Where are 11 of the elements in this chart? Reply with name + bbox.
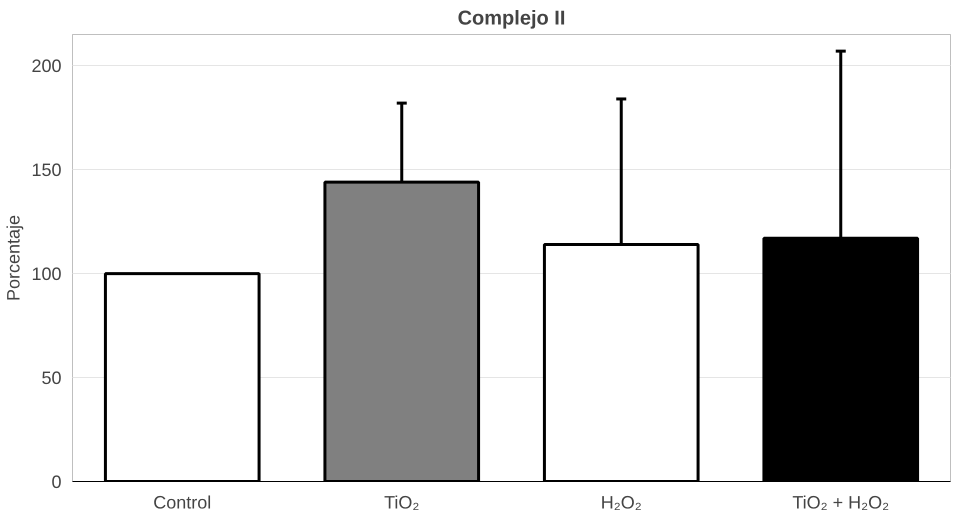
y-tick-label: 0 [51,472,62,492]
y-axis-title: Porcentaje [3,214,24,302]
y-tick-label: 200 [31,56,62,76]
x-tick-label: Control [153,492,212,512]
x-tick-label: TiO₂ [384,492,420,512]
y-tick-label: 100 [31,264,62,284]
y-tick-label: 150 [31,160,62,180]
x-tick-label: TiO₂ + H₂O₂ [792,492,890,512]
y-tick-label: 50 [41,368,62,388]
chart-title: Complejo II [458,8,566,30]
x-tick-label: H₂O₂ [600,492,642,512]
